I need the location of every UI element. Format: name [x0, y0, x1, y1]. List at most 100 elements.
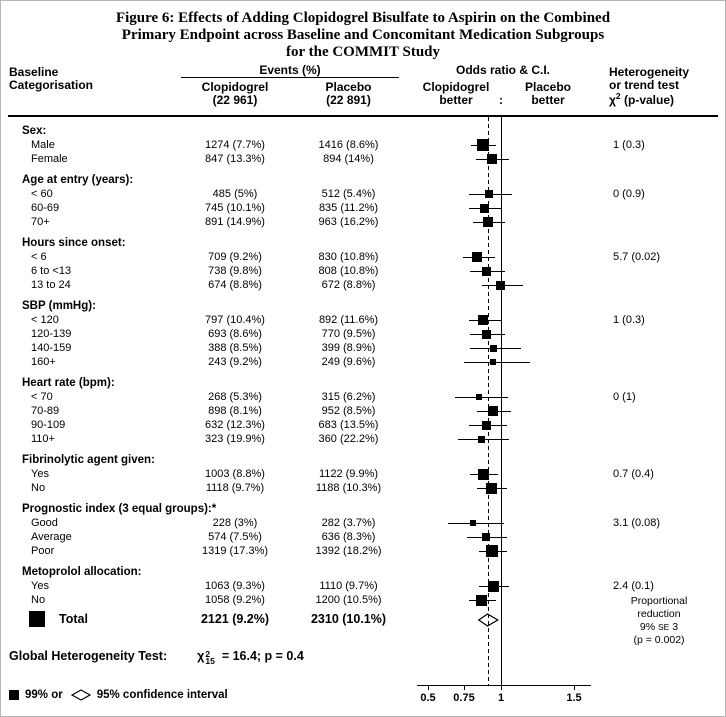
clopidogrel-events: 693 (8.6%): [208, 328, 262, 340]
row-label: < 6: [31, 251, 47, 263]
forest-row: Male 1274 (7.7%) 1416 (8.6%) 1 (0.3): [1, 138, 725, 152]
heterogeneity-value: 1 (0.3): [613, 139, 645, 151]
row-label: < 70: [31, 391, 53, 403]
figure-title-line1: Figure 6: Effects of Adding Clopidogrel …: [115, 10, 611, 26]
odds-ratio-box: [485, 190, 493, 198]
legend: 99% or 95% confidence interval: [9, 689, 228, 701]
row-label: No: [31, 482, 46, 494]
odds-ratio-box: [475, 394, 482, 400]
col-header-categorisation: Categorisation: [9, 78, 94, 92]
col-header-trend-test: or trend test: [609, 78, 680, 92]
forest-row: Average 574 (7.5%) 636 (8.3%): [1, 530, 725, 544]
forest-body: Sex: Male 1274 (7.7%) 1416 (8.6%) 1 (0.3) Fem…: [1, 124, 725, 607]
row-label: Good: [31, 517, 58, 529]
odds-ratio-box: [481, 329, 491, 339]
placebo-events: 282 (3.7%): [321, 517, 376, 529]
odds-ratio-box: [477, 139, 490, 151]
col-header-chi-pvalue: χ2 (p-value): [609, 91, 674, 107]
forest-row: Yes 1063 (9.3%) 1110 (9.7%) 2.4 (0.1): [1, 579, 725, 593]
group-header-row: SBP (mmHg):: [1, 299, 725, 313]
global-het-value: = 16.4; p = 0.4: [221, 649, 304, 663]
group-header-row: Hours since onset:: [1, 236, 725, 250]
x-axis-tick: [574, 685, 575, 690]
clopidogrel-events: 709 (9.2%): [208, 251, 262, 263]
placebo-events: 894 (14%): [323, 153, 374, 165]
row-label: 60-69: [31, 202, 60, 214]
forest-row: 160+ 243 (9.2%) 249 (9.6%): [1, 355, 725, 369]
x-axis: [417, 685, 592, 686]
heterogeneity-value: 5.7 (0.02): [613, 251, 661, 263]
prop-line2: reduction: [637, 608, 681, 620]
group-label: SBP (mmHg):: [22, 300, 96, 312]
prop-line3: 9% SE 3: [639, 621, 679, 633]
placebo-events: 672 (8.8%): [321, 279, 376, 291]
placebo-events: 636 (8.3%): [321, 531, 376, 543]
x-axis-tick-label: 0.5: [420, 692, 436, 704]
odds-ratio-box: [486, 482, 498, 494]
forest-row: < 6 709 (9.2%) 830 (10.8%) 5.7 (0.02): [1, 250, 725, 264]
clopidogrel-events: 1319 (17.3%): [201, 545, 269, 557]
legend-square-99-icon: [9, 690, 19, 700]
placebo-events: 892 (11.6%): [318, 314, 379, 326]
clopidogrel-events: 1118 (9.7%): [205, 482, 265, 494]
forest-row: < 120 797 (10.4%) 892 (11.6%) 1 (0.3): [1, 313, 725, 327]
row-label: 120-139: [31, 328, 72, 340]
col-header-clopidogrel-n: (22 961): [212, 93, 258, 107]
col-header-heterogeneity: Heterogeneity: [609, 65, 690, 79]
forest-row: 110+ 323 (19.9%) 360 (22.2%): [1, 432, 725, 446]
clopidogrel-events: 485 (5%): [212, 188, 258, 200]
forest-row: < 70 268 (5.3%) 315 (6.2%) 0 (1): [1, 390, 725, 404]
odds-ratio-box: [481, 266, 491, 276]
clopidogrel-events: 243 (9.2%): [208, 356, 262, 368]
group-header-row: Age at entry (years):: [1, 173, 725, 187]
row-label: 110+: [31, 433, 55, 445]
placebo-events: 399 (8.9%): [321, 342, 376, 354]
or-header-clopidogrel: Clopidogrel: [422, 80, 490, 94]
group-label: Age at entry (years):: [22, 174, 134, 186]
forest-row: No 1058 (9.2%) 1200 (10.5%): [1, 593, 725, 607]
odds-ratio-box: [476, 594, 488, 606]
total-diamond-icon: [477, 613, 499, 627]
clopidogrel-events: 891 (14.9%): [205, 216, 265, 228]
forest-row: Poor 1319 (17.3%) 1392 (18.2%): [1, 544, 725, 558]
odds-ratio-box: [481, 420, 491, 430]
odds-ratio-box: [488, 406, 499, 416]
row-label: Average: [31, 531, 72, 543]
clopidogrel-events: 1274 (7.7%): [205, 139, 265, 151]
prop-line4: (p = 0.002): [633, 634, 685, 646]
header-divider: [8, 115, 718, 117]
row-label: Female: [31, 153, 68, 165]
row-label: 70+: [31, 216, 50, 228]
placebo-events: 1416 (8.6%): [318, 139, 379, 151]
x-axis-tick-label: 1: [497, 692, 505, 704]
odds-ratio-box: [480, 203, 490, 213]
ci-line: [464, 362, 530, 363]
table-header: Baseline Categorisation Events (%) Clopi…: [1, 63, 725, 115]
placebo-events: 770 (9.5%): [321, 328, 376, 340]
row-label: 160+: [31, 356, 56, 368]
row-label: Yes: [31, 468, 49, 480]
group-label: Hours since onset:: [22, 237, 126, 249]
placebo-events: 963 (16.2%): [318, 216, 379, 228]
prop-line1: Proportional: [630, 595, 688, 607]
group-header-row: Heart rate (bpm):: [1, 376, 725, 390]
forest-row: 70+ 891 (14.9%) 963 (16.2%): [1, 215, 725, 229]
odds-ratio-box: [469, 520, 476, 526]
odds-ratio-box: [482, 533, 491, 541]
total-marker-square-icon: [29, 611, 45, 627]
heterogeneity-value: 0.7 (0.4): [613, 468, 654, 480]
total-row: Total 2121 (9.2%) 2310 (10.1%): [1, 607, 725, 633]
row-label: Yes: [31, 580, 49, 592]
col-header-baseline: Baseline: [9, 65, 59, 79]
row-label: 90-109: [31, 419, 66, 431]
figure-title-line2: Primary Endpoint across Baseline and Con…: [121, 27, 605, 43]
or-header-placebo: Placebo: [524, 80, 572, 94]
heterogeneity-value: 0 (0.9): [613, 188, 645, 200]
legend-diamond-95-icon: [70, 689, 91, 701]
or-header-better-right: better: [531, 93, 565, 107]
chi-symbol: χ: [197, 649, 205, 663]
heterogeneity-value: 0 (1): [613, 391, 636, 403]
odds-ratio-box: [490, 359, 497, 365]
global-het-label: Global Heterogeneity Test:: [9, 649, 168, 663]
x-axis-tick: [464, 685, 465, 690]
